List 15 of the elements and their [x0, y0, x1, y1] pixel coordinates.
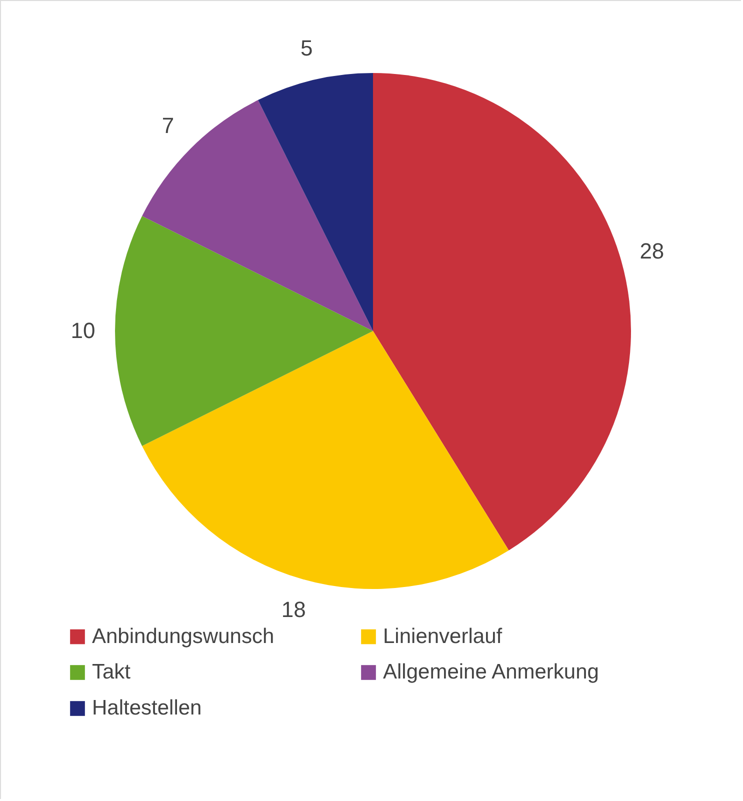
pie-slice	[142, 331, 509, 589]
legend-label: Allgemeine Anmerkung	[383, 660, 599, 684]
pie-slice	[115, 216, 373, 446]
legend-label: Haltestellen	[92, 696, 202, 720]
pie-slice	[258, 73, 373, 331]
data-label: 28	[640, 238, 664, 264]
data-label: 7	[162, 112, 174, 138]
data-label: 10	[70, 318, 96, 343]
pie-slice	[142, 100, 373, 331]
legend-label: Takt	[92, 660, 131, 684]
pie-slice	[373, 73, 631, 550]
legend-label: Linienverlauf	[383, 624, 502, 648]
data-label: 5	[300, 36, 313, 61]
legend-label: Anbindungswunsch	[92, 624, 274, 648]
data-label: 18	[281, 596, 306, 622]
